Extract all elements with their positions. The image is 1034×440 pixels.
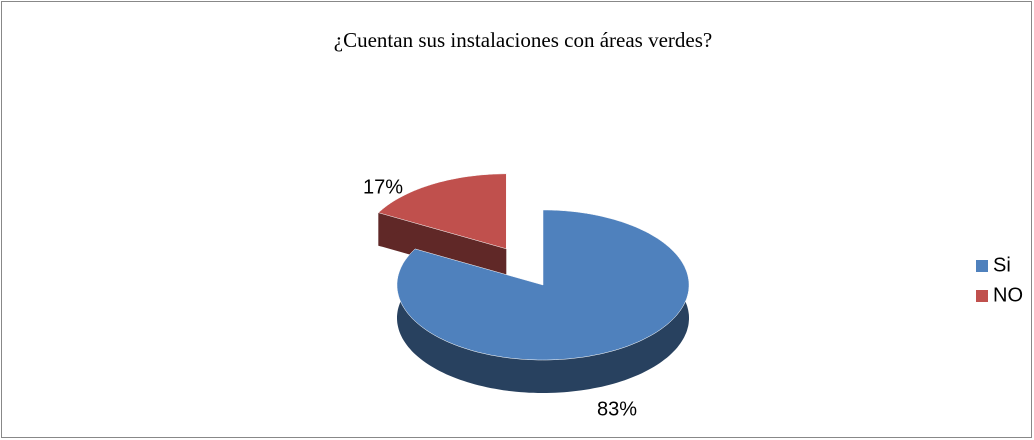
chart-title: ¿Cuentan sus instalaciones con áreas ver… xyxy=(334,28,712,52)
slice xyxy=(396,209,690,361)
legend-label: Si xyxy=(993,254,1011,276)
legend-swatch xyxy=(976,290,988,302)
slice xyxy=(377,173,507,250)
legend-label: NO xyxy=(993,284,1023,306)
data-label: 17% xyxy=(363,176,403,198)
legend-swatch xyxy=(976,260,988,272)
slice-wall xyxy=(378,212,507,282)
data-label: 83% xyxy=(597,398,637,420)
